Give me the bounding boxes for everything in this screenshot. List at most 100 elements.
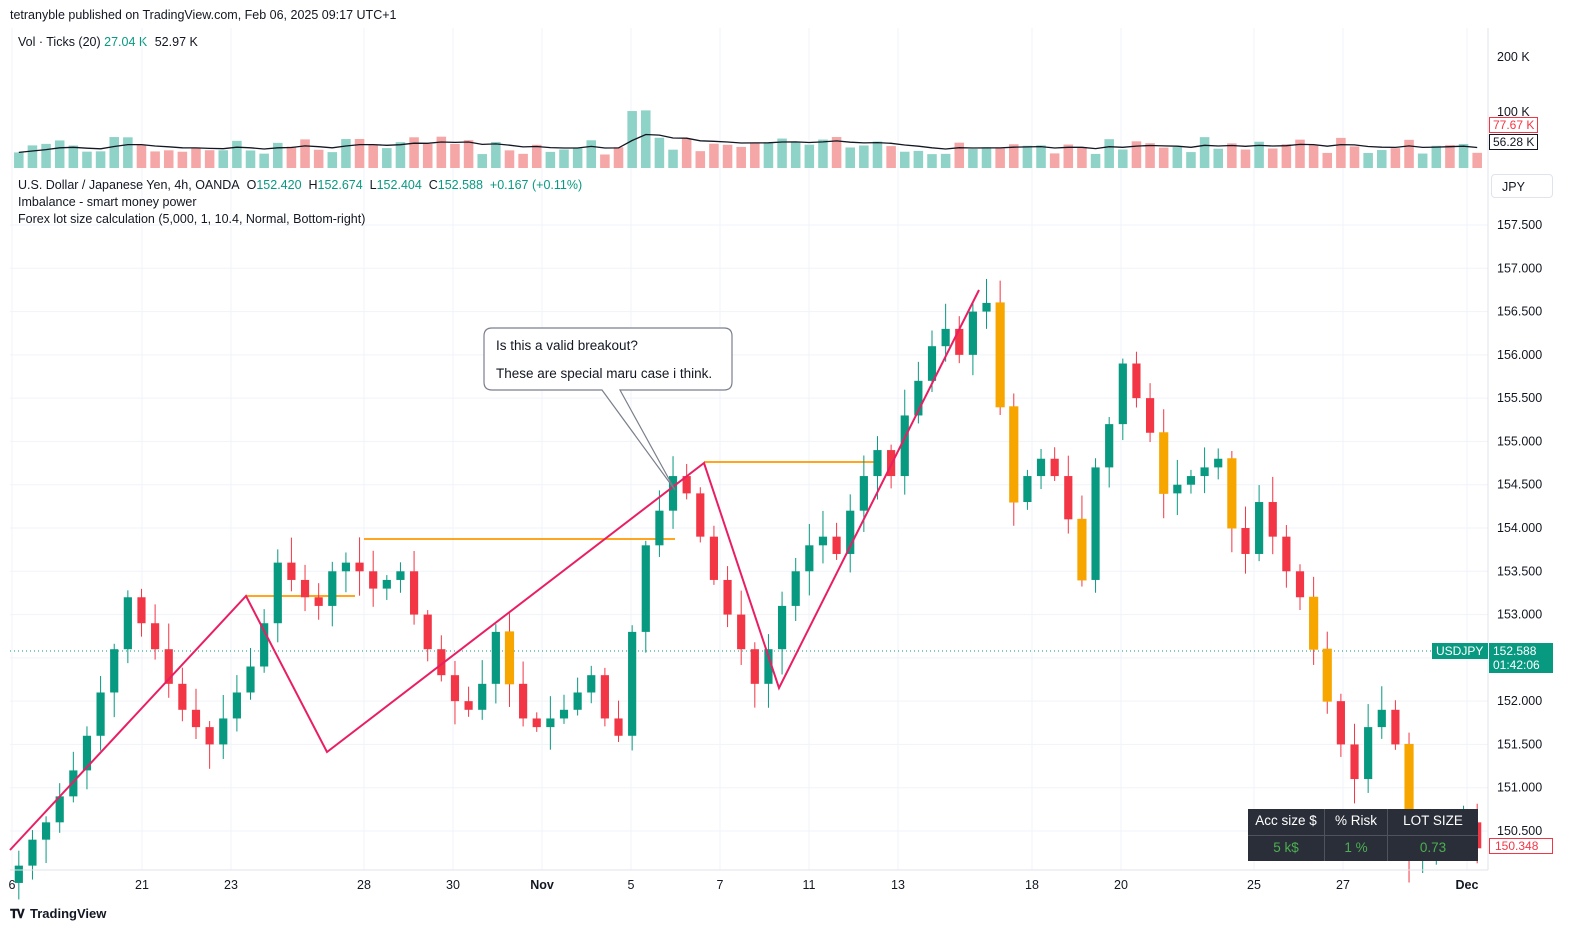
candle-body [123,597,132,650]
volume-bar [722,144,733,168]
candle-body [1364,727,1373,780]
price-chart[interactable]: 157.500 157.000 156.500 156.000 155.500 155.0… [0,0,1595,900]
volume-legend[interactable]: Vol · Ticks (20) 27.04 K 52.97 K [18,35,198,49]
volume-bar [177,151,188,168]
volume-bar [136,144,147,168]
candle-body [1159,432,1169,494]
volume-bar [1417,153,1428,168]
trendline-zigzag [9,289,980,851]
open-value: 152.420 [256,178,302,192]
volume-bar [368,144,378,168]
volume-legend-label: Vol · Ticks (20) [18,35,101,49]
volume-bar [831,136,842,168]
price-tick-label: 153.000 [1497,608,1542,622]
candle-body [1091,467,1100,580]
candle-body [655,510,664,546]
volume-bar [450,143,460,168]
volume-bar [382,148,392,168]
candle-body [178,683,187,710]
price-tag-countdown: 01:42:06 [1489,657,1553,673]
volume-bar [245,150,256,168]
candle-body [682,476,691,494]
volume-bar [1118,149,1128,168]
chart-grid [10,28,1488,870]
symbol-legend[interactable]: U.S. Dollar / Japanese Yen, 4h, OANDA O1… [18,178,582,192]
candle-body [314,597,323,606]
time-tick-label: 5 [628,878,635,892]
volume-bar [1090,153,1101,168]
candle-body [382,579,391,589]
volume-bar [600,154,610,168]
volume-bar [1281,144,1292,168]
candle-body [668,476,678,511]
volume-bar [818,139,828,168]
indicator-lot-size[interactable]: Forex lot size calculation (5,000, 1, 10… [18,212,366,226]
volume-bar [1390,148,1401,168]
volume-bar [559,149,569,168]
volume-bar [1131,141,1142,168]
tradingview-brand[interactable]: 𝐓𝐕 TradingView [10,906,106,922]
symbol-name: U.S. Dollar / Japanese Yen, 4h, OANDA [18,178,240,192]
red-price-tag: 150.348 [1489,838,1553,854]
open-label: O [246,178,257,192]
volume-bar [95,151,106,168]
candle-body [941,328,950,347]
price-tick-label: 157.500 [1497,218,1542,232]
volume-bar [477,154,487,168]
indicator-imbalance[interactable]: Imbalance - smart money power [18,195,197,209]
price-tick-label: 154.000 [1497,521,1542,535]
volume-bar [150,151,160,168]
price-tick-label: 150.500 [1497,824,1542,838]
candle-body [764,649,773,684]
volume-bar [27,145,38,168]
volume-bar [1172,147,1183,168]
volume-bar [1227,143,1237,168]
volume-bar [572,148,583,168]
candlesticks [14,278,1482,900]
price-axis-ticks: 157.500 157.000 156.500 156.000 155.500 155.0… [1497,218,1542,838]
time-tick-label: 25 [1247,878,1261,892]
horizontal-levels [246,461,880,597]
time-tick-label: 28 [357,878,371,892]
volume-bar [191,148,201,168]
volume-bar [463,140,474,168]
volume-bar [1308,145,1319,168]
candle-body [968,311,977,355]
candle-body [955,328,964,355]
candle-body [246,666,255,693]
candle-body [28,839,37,866]
volume-bar [1145,143,1155,168]
candle-body [641,545,650,632]
time-axis-ticks: 6 21 23 28 30 Nov 5 7 11 13 18 20 25 27 Dec [9,878,1479,892]
volume-bar [709,143,719,168]
volume-bar [82,151,92,168]
candle-body [504,631,515,685]
lot-value-risk: 1 % [1344,840,1368,855]
currency-badge[interactable]: JPY [1491,174,1553,198]
volume-bar [1077,147,1087,168]
candle-body [573,692,582,710]
candle-body [559,709,569,719]
candle-body [341,562,351,572]
volume-bar [259,153,269,168]
lot-header-acc: Acc size $ [1255,813,1317,828]
candle-body [1023,476,1032,503]
low-value: 152.404 [376,178,422,192]
volume-bar [518,153,528,168]
volume-bar [1104,139,1114,168]
candle-body [723,579,732,615]
volume-bar [313,149,324,168]
volume-bar [395,142,406,168]
candle-body [1295,571,1305,598]
price-tag-value: 152.588 [1489,643,1553,659]
volume-bar [613,147,624,168]
candle-body [369,571,378,589]
price-tick-label: 151.500 [1497,737,1542,751]
candle-body [328,571,337,606]
volume-bar [218,150,229,168]
candle-body [423,614,432,650]
volume-bar [1336,137,1346,168]
volume-bar [123,137,133,168]
candle-body [1186,476,1196,485]
volume-bar [504,150,515,168]
